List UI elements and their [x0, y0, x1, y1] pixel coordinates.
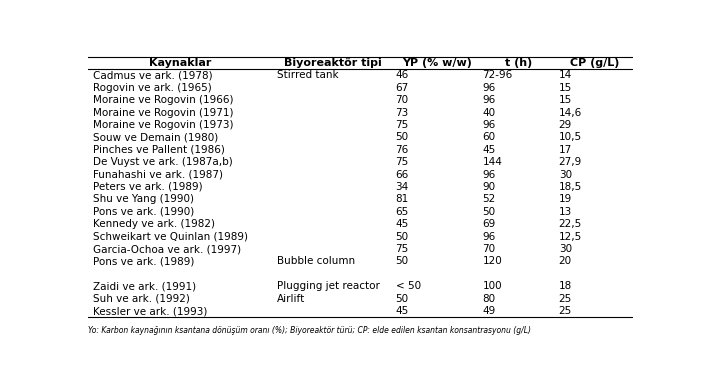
Text: Yo: Karbon kaynağının ksantana dönüşüm oranı (%); Biyoreaktör türü; CP: elde edi: Yo: Karbon kaynağının ksantana dönüşüm o… [88, 326, 531, 335]
